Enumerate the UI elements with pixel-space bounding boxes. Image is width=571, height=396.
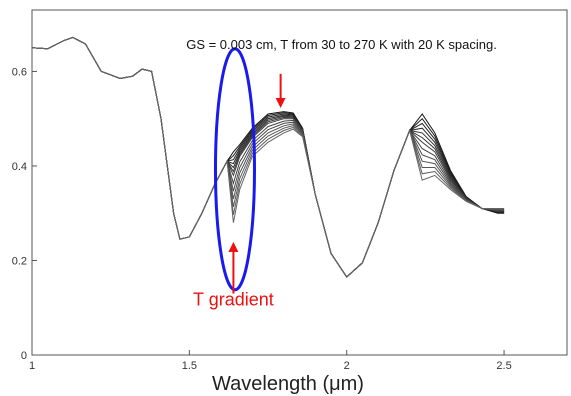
spectrum-line (31, 36, 505, 278)
spectrum-line (31, 36, 505, 278)
y-tick-label: 0 (21, 350, 27, 362)
y-tick-label: 0.2 (12, 255, 27, 267)
y-tick-label: 0.6 (12, 66, 27, 78)
spectrum-line (31, 36, 505, 278)
plot-frame (31, 9, 568, 356)
x-tick-label: 1 (29, 360, 35, 372)
y-tick-label: 0.4 (12, 161, 27, 173)
spectrum-line (31, 36, 505, 278)
x-tick-label: 2.5 (496, 360, 511, 372)
x-tick-label: 2 (344, 360, 350, 372)
annotation-group: GS = 0.003 cm, T from 30 to 270 K with 2… (186, 37, 497, 310)
spectrum-line (31, 36, 505, 278)
spectrum-line (31, 36, 505, 278)
spectrum-line (31, 36, 505, 278)
x-axis-title: Wavelength (μm) (212, 373, 364, 395)
spectrum-line (31, 36, 505, 278)
spectrum-line (31, 36, 505, 278)
grain-size-annotation: GS = 0.003 cm, T from 30 to 270 K with 2… (186, 37, 497, 52)
x-tick-label: 1.5 (182, 360, 197, 372)
spectrum-line (31, 36, 505, 278)
axis-group: 1 1.5 2 2.5 0 0.2 0.4 0.6 (12, 66, 512, 372)
spectrum-line (31, 36, 505, 278)
series-group (31, 36, 505, 278)
spectrum-line (31, 36, 505, 278)
highlight-ellipse (213, 47, 256, 292)
t-gradient-label: T gradient (193, 289, 274, 309)
spectrum-line (31, 36, 505, 278)
